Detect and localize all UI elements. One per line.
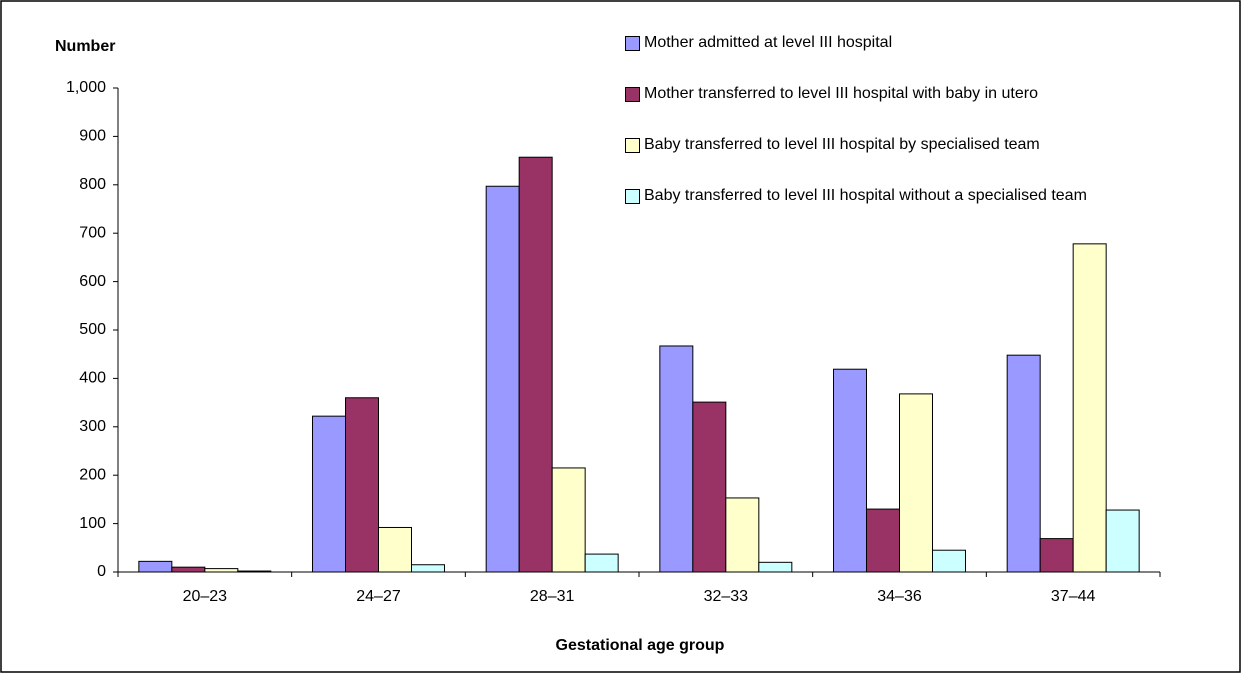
x-tick-label: 28–31 [530,588,575,605]
bar [833,368,868,573]
y-tick-label: 500 [79,321,106,338]
legend-entry: Mother transferred to level III hospital… [625,83,1185,105]
legend-label: Baby transferred to level III hospital b… [644,136,1040,153]
y-tick-label: 0 [97,563,106,580]
bar [312,415,347,573]
legend-label: Baby transferred to level III hospital w… [644,187,1087,204]
legend-swatch [625,189,640,204]
bar [758,561,793,573]
bar [659,345,694,573]
bar [692,401,727,573]
bar [171,566,206,573]
legend-label: Mother transferred to level III hospital… [644,85,1038,102]
y-axis-title: Number [55,38,115,55]
legend-entry: Baby transferred to level III hospital b… [625,134,1185,156]
y-tick-label: 300 [79,418,106,435]
bar [931,549,966,573]
bar [551,467,586,573]
bar [518,156,553,573]
bar [1072,243,1107,573]
legend-swatch [625,87,640,102]
x-tick-label: 24–27 [356,588,401,605]
bar [1105,509,1140,573]
y-tick-label: 600 [79,273,106,290]
legend-swatch [625,36,640,51]
y-tick-label: 200 [79,466,106,483]
y-tick-label: 700 [79,224,106,241]
y-tick-label: 100 [79,515,106,532]
legend-entry: Mother admitted at level III hospital [625,32,1185,54]
x-tick-label: 34–36 [877,588,922,605]
y-tick-label: 900 [79,128,106,145]
y-tick-label: 400 [79,370,106,387]
bar [725,497,760,573]
bar [584,553,619,573]
bar [410,564,445,573]
bar [204,568,239,573]
legend-swatch [625,138,640,153]
bar [866,508,901,573]
y-tick-label: 1,000 [66,79,106,96]
bar [378,526,412,573]
legend-label: Mother admitted at level III hospital [644,34,893,51]
x-tick-label: 20–23 [183,588,228,605]
bar [485,185,520,573]
bar [1006,354,1041,573]
bar [345,397,379,573]
legend-entry: Baby transferred to level III hospital w… [625,185,1185,207]
x-tick-label: 37–44 [1051,588,1096,605]
x-axis-title: Gestational age group [556,637,725,654]
bar [138,560,173,573]
x-tick-label: 32–33 [704,588,749,605]
bar [1039,538,1074,573]
y-tick-label: 800 [79,176,106,193]
bar [899,393,933,573]
